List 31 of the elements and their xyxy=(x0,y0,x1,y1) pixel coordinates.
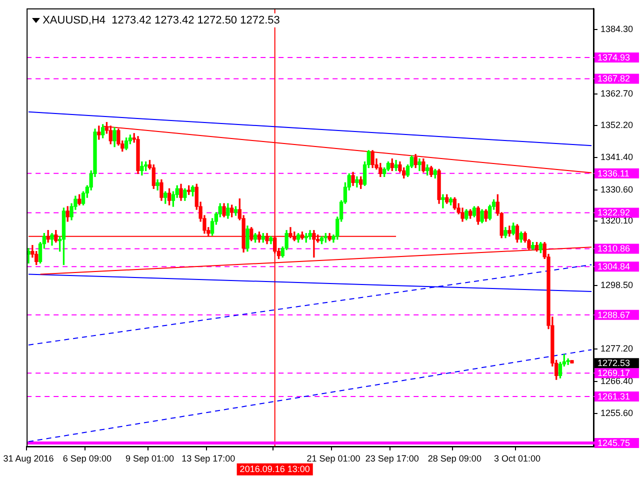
ref-line-label: 1245.75 xyxy=(597,438,630,448)
ref-line-label: 1269.17 xyxy=(597,368,630,378)
x-tick-label: 31 Aug 2016 xyxy=(3,453,54,464)
x-tick-label: 6 Sep 09:00 xyxy=(62,453,112,464)
y-tick-label: 1341.40 xyxy=(600,152,634,162)
ref-line-label: 1288.67 xyxy=(597,310,630,320)
y-tick-label: 1352.20 xyxy=(600,120,634,130)
x-tick-label: 28 Sep 09:00 xyxy=(428,453,482,464)
x-tick-label: 9 Sep 01:00 xyxy=(125,453,174,464)
y-tick-label: 1362.70 xyxy=(600,88,634,99)
y-tick-label: 1266.40 xyxy=(600,376,634,386)
y-tick-label: 1277.20 xyxy=(600,344,634,354)
text: 1272.53 xyxy=(597,358,630,368)
ref-line-label: 1336.11 xyxy=(597,168,630,178)
ref-line-label: 1304.84 xyxy=(597,262,630,272)
x-tick-label: 13 Sep 17:00 xyxy=(182,453,236,464)
ref-line-label: 1374.93 xyxy=(597,52,630,63)
x-tick-label: 2016.09.16 13:00 xyxy=(240,464,310,474)
ref-line-label: 1261.31 xyxy=(597,392,630,402)
y-tick-label: 1330.60 xyxy=(600,184,634,194)
y-tick-label: 1298.50 xyxy=(600,280,634,290)
x-tick-label: 21 Sep 01:00 xyxy=(306,453,360,464)
y-tick-label: 1255.60 xyxy=(600,408,634,418)
ref-line-label: 1310.86 xyxy=(597,244,630,254)
ref-line-label: 1367.82 xyxy=(597,74,630,84)
y-tick-label: 1320.10 xyxy=(600,216,634,226)
y-tick-label: 1384.30 xyxy=(600,24,634,34)
text: XAUUSD,H4 1273.42 1273.42 1272.50 1272.53 xyxy=(42,14,280,26)
x-tick-label: 3 Oct 01:00 xyxy=(494,453,540,464)
ref-line-label: 1322.92 xyxy=(597,208,630,218)
x-tick-label: 23 Sep 17:00 xyxy=(365,453,419,464)
